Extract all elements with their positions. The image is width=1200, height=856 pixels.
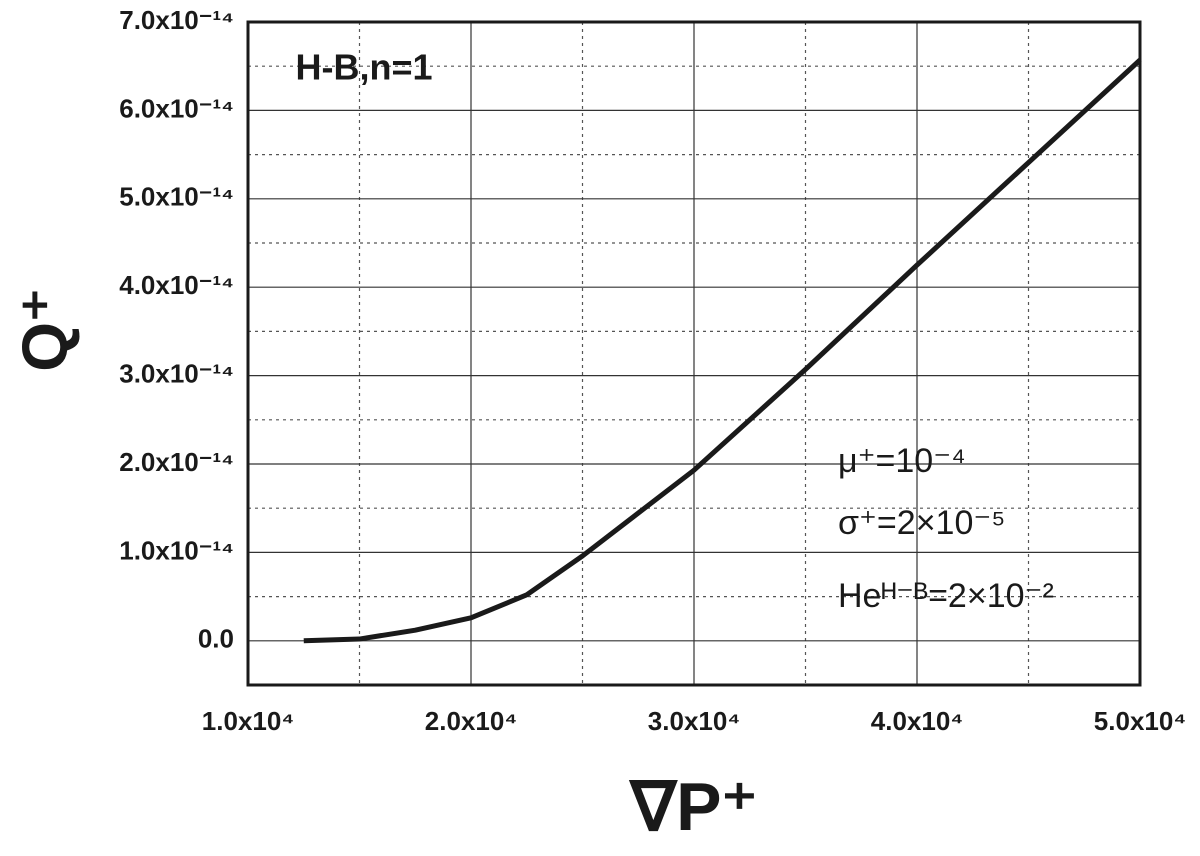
annotation: μ⁺=10⁻⁴ bbox=[838, 442, 966, 480]
x-tick-label: 3.0x10⁴ bbox=[648, 706, 740, 736]
x-axis-label: ∇P⁺ bbox=[629, 769, 758, 845]
y-tick-label: 5.0x10⁻¹⁴ bbox=[119, 182, 234, 212]
annotation: σ⁺=2×10⁻⁵ bbox=[838, 504, 1005, 542]
y-tick-label: 7.0x10⁻¹⁴ bbox=[119, 5, 234, 35]
data-line bbox=[303, 58, 1142, 644]
plot-frame bbox=[246, 20, 1142, 687]
y-tick-label: 6.0x10⁻¹⁴ bbox=[119, 93, 234, 123]
y-tick-label: 1.0x10⁻¹⁴ bbox=[119, 535, 234, 565]
y-tick-label: 2.0x10⁻¹⁴ bbox=[119, 447, 234, 477]
y-tick-label: 3.0x10⁻¹⁴ bbox=[119, 358, 234, 388]
x-tick-label: 1.0x10⁴ bbox=[202, 706, 294, 736]
y-axis-label: Q⁺ bbox=[9, 288, 81, 372]
y-tick-label: 4.0x10⁻¹⁴ bbox=[119, 270, 234, 300]
chart-title: H-B,n=1 bbox=[295, 47, 432, 88]
x-tick-label: 4.0x10⁴ bbox=[871, 706, 963, 736]
x-tick-label: 5.0x10⁴ bbox=[1094, 706, 1186, 736]
y-tick-label: 0.0 bbox=[198, 624, 234, 654]
annotation: Heᴴ⁻ᴮ=2×10⁻² bbox=[838, 577, 1054, 615]
x-tick-label: 2.0x10⁴ bbox=[425, 706, 517, 736]
